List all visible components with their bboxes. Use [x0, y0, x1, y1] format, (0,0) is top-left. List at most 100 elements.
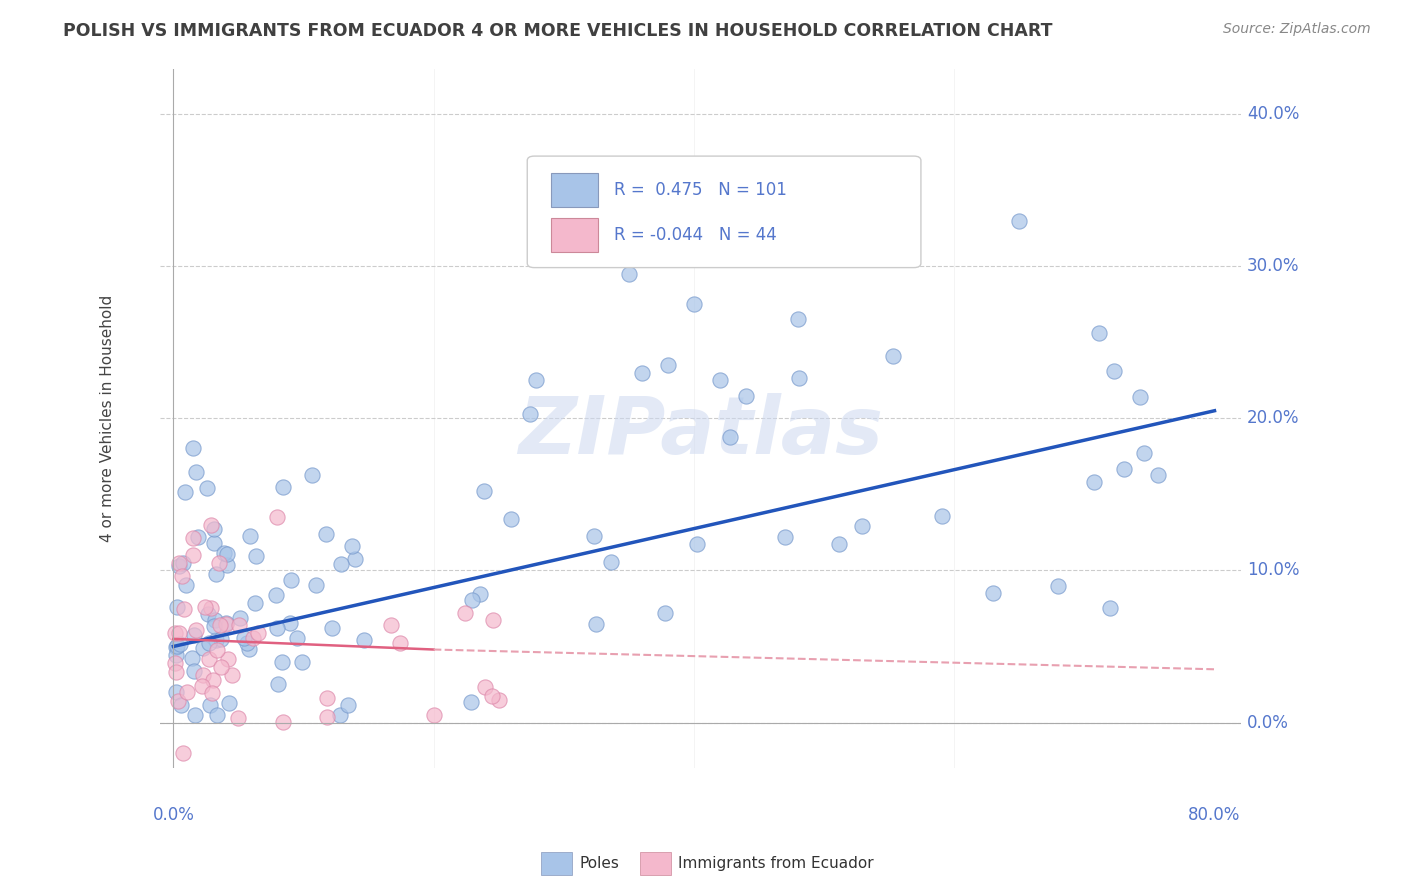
- Point: [1104, 364, 1126, 378]
- Point: [344, 552, 367, 566]
- Point: [271, 655, 294, 669]
- Point: [481, 689, 503, 703]
- Point: [481, 613, 503, 627]
- Point: [301, 467, 323, 482]
- Point: [183, 628, 205, 642]
- Point: [200, 600, 222, 615]
- Point: [931, 509, 953, 524]
- Point: [194, 600, 217, 615]
- Point: [198, 635, 221, 649]
- Point: [197, 652, 219, 666]
- Point: [654, 606, 676, 620]
- Point: [787, 371, 810, 385]
- Point: [631, 366, 654, 380]
- Point: [191, 679, 214, 693]
- Point: [183, 441, 205, 455]
- Point: [787, 312, 810, 326]
- Point: [1099, 601, 1122, 615]
- Point: [460, 695, 482, 709]
- Point: [165, 685, 187, 699]
- Point: [205, 633, 228, 648]
- Point: [170, 698, 193, 712]
- Point: [657, 358, 679, 372]
- Point: [181, 532, 204, 546]
- Point: [214, 616, 236, 631]
- Point: [198, 698, 221, 712]
- Point: [315, 527, 337, 541]
- Point: [683, 183, 706, 197]
- Text: 0.0%: 0.0%: [1247, 714, 1289, 731]
- Point: [271, 714, 294, 729]
- Point: [163, 626, 186, 640]
- Point: [204, 613, 226, 627]
- Point: [686, 537, 709, 551]
- Point: [600, 555, 623, 569]
- Point: [228, 618, 250, 632]
- Point: [238, 642, 260, 657]
- Point: [221, 668, 243, 682]
- Point: [242, 632, 264, 646]
- Point: [193, 668, 215, 682]
- Point: [205, 643, 228, 657]
- Point: [202, 619, 225, 633]
- Point: [217, 547, 239, 561]
- Point: [187, 530, 209, 544]
- Point: [267, 676, 290, 690]
- Point: [218, 696, 240, 710]
- Point: [197, 607, 219, 621]
- Point: [422, 707, 444, 722]
- Point: [173, 484, 195, 499]
- Point: [1088, 326, 1111, 340]
- Point: [287, 631, 309, 645]
- Point: [176, 685, 198, 699]
- Point: [266, 510, 288, 524]
- Point: [1129, 390, 1152, 404]
- Point: [184, 707, 207, 722]
- Point: [204, 566, 226, 581]
- Point: [184, 465, 207, 479]
- Point: [709, 373, 731, 387]
- Point: [202, 673, 225, 688]
- Point: [186, 624, 208, 638]
- Point: [305, 578, 328, 592]
- Point: [165, 648, 187, 662]
- Text: 10.0%: 10.0%: [1247, 561, 1299, 580]
- Text: 30.0%: 30.0%: [1247, 257, 1299, 276]
- Point: [329, 707, 352, 722]
- Point: [585, 617, 607, 632]
- Point: [266, 621, 288, 635]
- Point: [165, 640, 187, 655]
- Point: [1133, 446, 1156, 460]
- Point: [330, 558, 353, 572]
- Point: [209, 618, 232, 632]
- Point: [173, 602, 195, 616]
- Point: [243, 596, 266, 610]
- Point: [212, 546, 235, 560]
- Point: [235, 636, 257, 650]
- Text: Source: ZipAtlas.com: Source: ZipAtlas.com: [1223, 22, 1371, 37]
- Point: [337, 698, 360, 712]
- Point: [169, 636, 191, 650]
- Point: [342, 539, 364, 553]
- Text: R =  0.475   N = 101: R = 0.475 N = 101: [614, 181, 787, 199]
- Text: 20.0%: 20.0%: [1247, 409, 1299, 427]
- Point: [813, 206, 835, 220]
- Point: [775, 530, 797, 544]
- Point: [215, 615, 238, 630]
- Point: [200, 518, 222, 533]
- Point: [172, 746, 194, 760]
- Point: [226, 711, 249, 725]
- Point: [882, 349, 904, 363]
- Point: [239, 528, 262, 542]
- Point: [191, 640, 214, 655]
- Text: ZIPatlas: ZIPatlas: [517, 393, 883, 471]
- Point: [209, 632, 232, 647]
- Point: [217, 651, 239, 665]
- Point: [488, 692, 510, 706]
- Point: [201, 686, 224, 700]
- Point: [169, 556, 191, 570]
- Point: [183, 664, 205, 678]
- Point: [315, 710, 337, 724]
- Point: [1047, 579, 1070, 593]
- Point: [472, 483, 495, 498]
